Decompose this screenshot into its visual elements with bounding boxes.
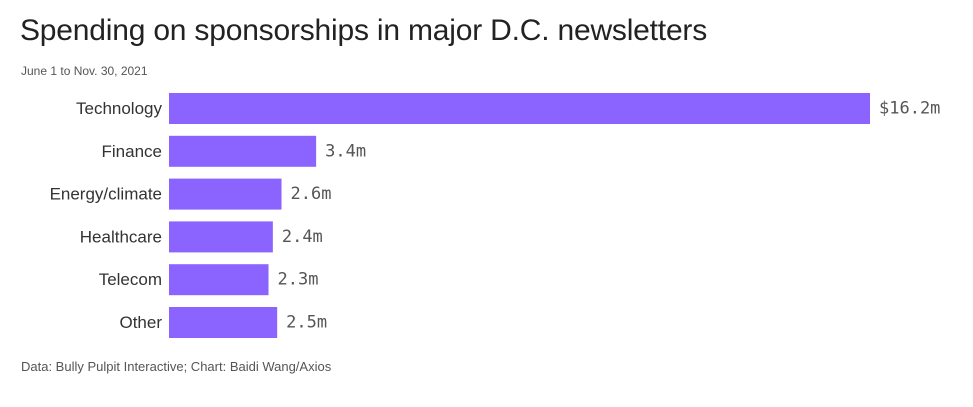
bar-other <box>169 307 278 338</box>
bar-telecom <box>169 264 269 296</box>
chart-title: Spending on sponsorships in major D.C. n… <box>20 14 708 47</box>
value-label-telecom: 2.3m <box>278 270 319 290</box>
category-label-telecom: Telecom <box>99 270 162 289</box>
bars-layer: Technology $16.2m Finance 3.4m Energy/climat… <box>50 93 940 338</box>
value-label-healthcare: 2.4m <box>282 227 323 247</box>
chart-source: Data: Bully Pulpit Interactive; Chart: B… <box>21 359 332 374</box>
category-label-technology: Technology <box>76 99 163 118</box>
bar-technology <box>169 93 870 124</box>
value-label-technology: $16.2m <box>879 99 940 119</box>
category-label-finance: Finance <box>102 142 162 161</box>
bar-finance <box>169 135 317 167</box>
value-label-other: 2.5m <box>286 313 327 333</box>
category-label-energy-climate: Energy/climate <box>50 185 162 204</box>
bar-healthcare <box>169 221 273 253</box>
value-label-finance: 3.4m <box>325 141 366 161</box>
category-label-other: Other <box>119 313 162 332</box>
category-label-healthcare: Healthcare <box>80 227 162 246</box>
chart-subtitle: June 1 to Nov. 30, 2021 <box>21 64 148 78</box>
value-label-energy-climate: 2.6m <box>291 184 332 204</box>
bar-energy-climate <box>169 178 282 210</box>
